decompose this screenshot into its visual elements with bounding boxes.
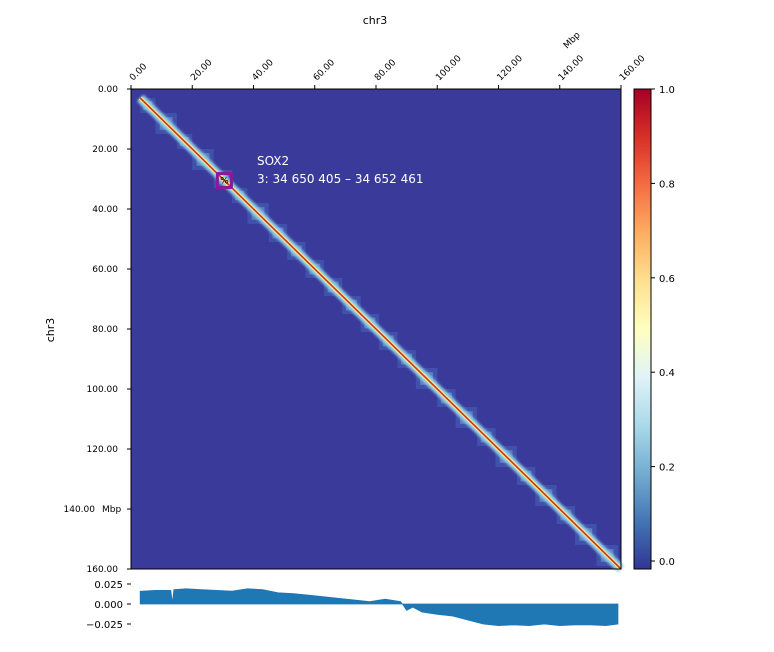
colorbar-tick-label: 1.0 — [659, 85, 675, 96]
diagonal-core — [139, 97, 622, 570]
y-axis-label: chr3 — [44, 318, 57, 343]
y-tick-label: 120.00 — [87, 445, 119, 455]
x-tick-label: 40.00 — [251, 58, 276, 83]
annotation-gene: SOX2 — [257, 154, 289, 168]
y-tick-label: 140.00 — [64, 505, 96, 515]
x-tick-label: 60.00 — [312, 58, 337, 83]
x-tick-label: 160.00 — [618, 54, 648, 84]
y-tick-label: 40.00 — [92, 205, 118, 215]
x-tick-label: 0.00 — [128, 62, 149, 83]
x-axis-unit: Mbp — [562, 30, 583, 51]
y-tick-label: 0.00 — [98, 85, 118, 95]
heatmap — [130, 88, 625, 573]
sox2-highlight: % SOX2 3: 34 650 405 – 34 652 461 — [215, 154, 424, 189]
colorbar: 0.0 0.2 0.4 0.6 0.8 1.0 — [633, 85, 675, 570]
y-tick-label: 20.00 — [92, 145, 118, 155]
colorbar-tick-label: 0.6 — [659, 274, 675, 285]
colorbar-ticks: 0.0 0.2 0.4 0.6 0.8 1.0 — [651, 85, 675, 568]
track-y-ticks: 0.025 0.000 −0.025 — [86, 580, 131, 631]
x-tick-label: 100.00 — [434, 54, 464, 84]
chart-title: chr3 — [363, 14, 388, 27]
x-tick-label: 120.00 — [496, 54, 526, 84]
sox2-highlight-box — [215, 172, 233, 189]
diagonal — [137, 94, 625, 573]
x-tick-label: 20.00 — [189, 58, 214, 83]
track-area — [139, 588, 619, 627]
y-tick-label: 60.00 — [92, 265, 118, 275]
x-tick-label: 80.00 — [373, 58, 398, 83]
y-tick-label: 100.00 — [87, 385, 119, 395]
annotation-coords: 3: 34 650 405 – 34 652 461 — [257, 172, 424, 186]
sox2-highlight-marker: % — [220, 177, 229, 187]
y-axis-unit: Mbp — [102, 505, 121, 515]
insulation-track: 0.025 0.000 −0.025 — [86, 580, 619, 631]
colorbar-tick-label: 0.4 — [659, 368, 675, 379]
colorbar-tick-label: 0.8 — [659, 179, 675, 190]
track-tick-label: 0.025 — [94, 580, 123, 591]
track-tick-label: −0.025 — [86, 620, 123, 631]
colorbar-gradient — [633, 88, 652, 570]
y-tick-label: 160.00 — [87, 565, 119, 575]
y-axis-ticks: 0.00 20.00 40.00 60.00 80.00 100.00 120.00 140.… — [64, 85, 131, 575]
colorbar-tick-label: 0.0 — [659, 557, 675, 568]
track-tick-label: 0.000 — [94, 600, 123, 611]
colorbar-tick-label: 0.2 — [659, 463, 675, 474]
x-tick-label: 140.00 — [557, 54, 587, 84]
x-axis-ticks: 0.00 20.00 40.00 60.00 80.00 100.00 120.00 140.… — [128, 54, 648, 89]
y-tick-label: 80.00 — [92, 325, 118, 335]
